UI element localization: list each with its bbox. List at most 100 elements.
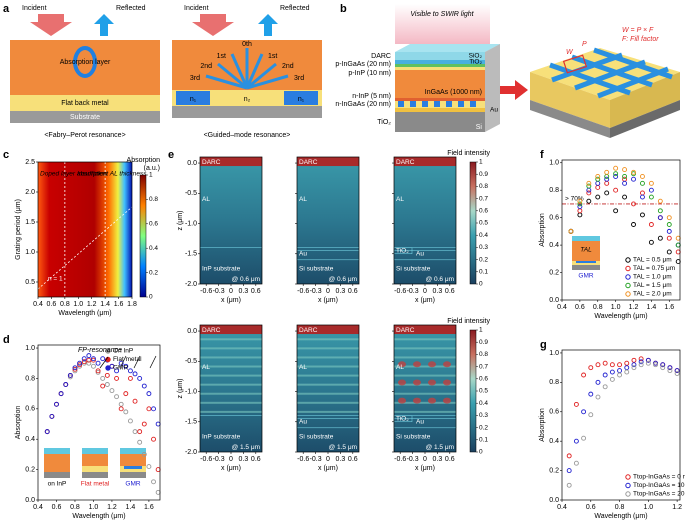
data-point: [666, 235, 672, 241]
legend-label: Flat metal: [113, 356, 142, 363]
y-tick-label: 0.2: [25, 466, 35, 473]
x-tick-label: -0.3: [213, 456, 225, 463]
field-spot: [428, 397, 436, 404]
y-tick-label: 1.0: [25, 249, 35, 256]
y-axis-label: Absorption: [539, 213, 546, 247]
wavelength-label: @ 1.5 μm: [232, 444, 260, 451]
x-tick-label: 0.4: [33, 301, 43, 308]
x-tick-label: 0.3: [336, 456, 346, 463]
data-point: [81, 359, 87, 365]
data-point: [586, 180, 592, 186]
data-point: [674, 368, 680, 374]
field-fringe: [297, 374, 359, 377]
inset-layer: [82, 448, 108, 454]
y-tick-label: 0.4: [25, 436, 35, 443]
data-point: [100, 356, 106, 362]
layer: [395, 98, 485, 101]
layer-label: DARC: [202, 327, 221, 334]
layer-label: AL: [396, 196, 404, 203]
label: Incident: [184, 5, 209, 12]
y-tick-label: -0.5: [185, 190, 197, 197]
y-tick-label: 1.0: [549, 350, 559, 357]
data-point: [617, 372, 623, 378]
data-point: [602, 360, 608, 366]
data-point: [123, 363, 129, 369]
x-tick-label: 1.0: [89, 504, 99, 511]
side-face: [610, 72, 680, 128]
data-point: [588, 391, 594, 397]
layer: [395, 108, 485, 112]
light-box: [395, 4, 490, 44]
data-point: [109, 388, 115, 394]
x-tick-label: 0.6: [586, 504, 596, 511]
field-map: [200, 157, 262, 284]
x-tick-label: 0.6: [52, 504, 62, 511]
data-point: [566, 453, 572, 459]
caption: <Guided–mode resonance>: [204, 132, 291, 139]
inset-grating: [576, 261, 596, 263]
y-tick-label: -0.5: [185, 358, 197, 365]
y-tick-label: -2.0: [185, 449, 197, 456]
darc-layer: [297, 325, 359, 335]
plot-frame: [296, 156, 360, 285]
data-point: [631, 362, 637, 368]
field-fringe: [297, 356, 359, 359]
data-point: [118, 401, 124, 407]
x-tick-label: 0.3: [336, 288, 346, 295]
colorbar-tick-label: 0.6: [479, 208, 488, 215]
x-tick-label: 1.6: [664, 304, 674, 311]
data-point: [675, 259, 681, 265]
data-point: [77, 363, 83, 369]
data-point: [666, 249, 672, 255]
field-fringe: [297, 347, 359, 350]
legend-swatch: [625, 274, 631, 280]
layer: [395, 52, 485, 60]
inset-layer: [44, 472, 70, 478]
data-point: [581, 372, 587, 378]
x-tick-label: 0.6: [251, 456, 261, 463]
data-point: [622, 180, 628, 186]
x-tick-label: 1.2: [672, 504, 682, 511]
data-point: [588, 412, 594, 418]
x-tick-label: 0.4: [557, 504, 567, 511]
data-point: [132, 429, 138, 435]
field-spot: [413, 397, 421, 404]
front-face: [530, 72, 610, 128]
data-point: [638, 356, 644, 362]
layer: [395, 67, 485, 70]
field-map: [297, 325, 359, 452]
field-fringe: [394, 347, 456, 350]
field-fringe: [200, 374, 262, 377]
legend-swatch: [625, 474, 631, 480]
data-point: [648, 239, 654, 245]
data-point: [648, 187, 654, 193]
data-point: [141, 383, 147, 389]
legend-label: Ttop-InGaAs = 0 nm: [633, 474, 685, 481]
data-point: [100, 375, 106, 381]
x-tick-label: -0.3: [213, 288, 225, 295]
annotation: Doped layer absorption: [40, 171, 108, 178]
x-tick-label: 0.3: [239, 288, 249, 295]
data-point: [622, 194, 628, 200]
colorbar-tick-label: 0.5: [479, 388, 488, 395]
data-point: [657, 198, 663, 204]
data-point: [114, 368, 120, 374]
data-point: [595, 194, 601, 200]
field-fringe: [200, 347, 262, 350]
y-tick-label: 0.5: [25, 279, 35, 286]
data-point: [613, 165, 619, 171]
colorbar-tick-label: 1: [479, 327, 483, 334]
layer-label: Si substrate: [299, 266, 334, 273]
plot-frame: [393, 324, 457, 453]
data-point: [155, 421, 161, 427]
inset-layer: [82, 454, 108, 466]
data-point: [631, 222, 636, 227]
data-point: [604, 174, 610, 179]
plot-frame: [561, 349, 681, 501]
x-tick-label: 0.6: [575, 304, 585, 311]
legend-swatch: [625, 491, 631, 497]
colorbar-tick-label: 0.1: [479, 437, 488, 444]
panel-letter: g: [540, 339, 547, 351]
data-point: [44, 429, 50, 435]
wavelength-label: @ 0.6 μm: [426, 276, 454, 283]
